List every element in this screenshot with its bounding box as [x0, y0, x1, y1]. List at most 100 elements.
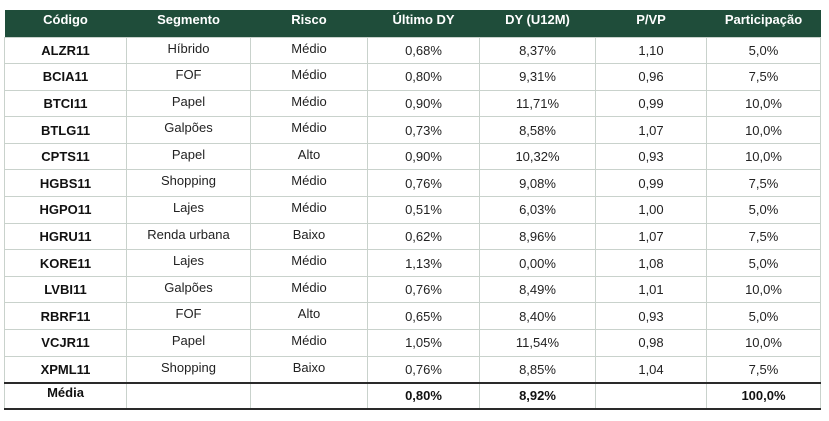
footer-segmento	[126, 381, 251, 410]
cell-risco: Alto	[250, 142, 368, 171]
cell-pvp: 1,04	[595, 355, 707, 384]
col-header-pvp: P/VP	[595, 10, 707, 37]
cell-participacao: 5,0%	[706, 196, 821, 224]
cell-codigo: CPTS11	[4, 142, 127, 171]
col-header-risco: Risco	[250, 10, 368, 37]
cell-codigo: VCJR11	[4, 329, 127, 357]
cell-ultimo-dy: 0,76%	[367, 355, 480, 384]
cell-risco: Alto	[250, 302, 368, 331]
table-row: RBRF11 FOF Alto 0,65% 8,40% 0,93 5,0%	[4, 302, 821, 331]
footer-avg-ultimo-dy: 0,80%	[367, 381, 480, 410]
cell-segmento: FOF	[126, 302, 251, 331]
footer-row: Média 0,80% 8,92% 100,0%	[4, 381, 821, 410]
cell-segmento: Shopping	[126, 169, 251, 198]
cell-risco: Médio	[250, 89, 368, 118]
table-row: VCJR11 Papel Médio 1,05% 11,54% 0,98 10,0%	[4, 329, 821, 357]
cell-participacao: 7,5%	[706, 63, 821, 91]
cell-participacao: 7,5%	[706, 222, 821, 251]
cell-dy-u12m: 8,85%	[479, 355, 596, 384]
cell-pvp: 1,01	[595, 275, 707, 304]
cell-codigo: HGPO11	[4, 196, 127, 224]
cell-pvp: 0,98	[595, 329, 707, 357]
cell-risco: Baixo	[250, 222, 368, 251]
cell-risco: Baixo	[250, 355, 368, 384]
cell-ultimo-dy: 0,65%	[367, 302, 480, 331]
cell-codigo: KORE11	[4, 249, 127, 277]
cell-participacao: 5,0%	[706, 302, 821, 331]
cell-pvp: 1,07	[595, 116, 707, 144]
table-row: BCIA11 FOF Médio 0,80% 9,31% 0,96 7,5%	[4, 63, 821, 91]
cell-segmento: Papel	[126, 89, 251, 118]
cell-codigo: XPML11	[4, 355, 127, 384]
cell-dy-u12m: 10,32%	[479, 142, 596, 171]
table-row: BTLG11 Galpões Médio 0,73% 8,58% 1,07 10,0%	[4, 116, 821, 144]
cell-dy-u12m: 9,08%	[479, 169, 596, 198]
cell-pvp: 0,93	[595, 142, 707, 171]
footer-label: Média	[4, 381, 127, 410]
table-row: HGBS11 Shopping Médio 0,76% 9,08% 0,99 7,5%	[4, 169, 821, 198]
table-row: LVBI11 Galpões Médio 0,76% 8,49% 1,01 10,0%	[4, 275, 821, 304]
cell-risco: Médio	[250, 116, 368, 144]
cell-dy-u12m: 11,71%	[479, 89, 596, 118]
cell-pvp: 0,99	[595, 89, 707, 118]
cell-segmento: Papel	[126, 329, 251, 357]
cell-pvp: 0,99	[595, 169, 707, 198]
cell-pvp: 1,10	[595, 36, 707, 65]
cell-ultimo-dy: 0,73%	[367, 116, 480, 144]
cell-risco: Médio	[250, 196, 368, 224]
cell-dy-u12m: 8,58%	[479, 116, 596, 144]
cell-pvp: 0,93	[595, 302, 707, 331]
cell-ultimo-dy: 0,51%	[367, 196, 480, 224]
cell-pvp: 1,07	[595, 222, 707, 251]
cell-dy-u12m: 9,31%	[479, 63, 596, 91]
cell-segmento: Papel	[126, 142, 251, 171]
cell-segmento: Lajes	[126, 249, 251, 277]
cell-codigo: HGRU11	[4, 222, 127, 251]
cell-ultimo-dy: 0,80%	[367, 63, 480, 91]
cell-ultimo-dy: 1,05%	[367, 329, 480, 357]
cell-dy-u12m: 11,54%	[479, 329, 596, 357]
cell-codigo: HGBS11	[4, 169, 127, 198]
cell-participacao: 10,0%	[706, 275, 821, 304]
col-header-dy-u12m: DY (U12M)	[479, 10, 596, 37]
cell-ultimo-dy: 1,13%	[367, 249, 480, 277]
col-header-participacao: Participação	[706, 10, 821, 37]
cell-codigo: BTLG11	[4, 116, 127, 144]
cell-codigo: ALZR11	[4, 36, 127, 65]
col-header-codigo: Código	[4, 10, 127, 37]
cell-codigo: BTCI11	[4, 89, 127, 118]
cell-segmento: Galpões	[126, 275, 251, 304]
fii-portfolio-table-container: Código Segmento Risco Último DY DY (U12M) P/V…	[4, 10, 821, 410]
cell-risco: Médio	[250, 36, 368, 65]
footer-pvp	[595, 381, 707, 410]
footer-total-participacao: 100,0%	[706, 381, 821, 410]
cell-dy-u12m: 0,00%	[479, 249, 596, 277]
cell-risco: Médio	[250, 249, 368, 277]
cell-ultimo-dy: 0,62%	[367, 222, 480, 251]
cell-risco: Médio	[250, 329, 368, 357]
cell-risco: Médio	[250, 275, 368, 304]
table-row: ALZR11 Híbrido Médio 0,68% 8,37% 1,10 5,0%	[4, 36, 821, 65]
cell-pvp: 1,08	[595, 249, 707, 277]
table-row: KORE11 Lajes Médio 1,13% 0,00% 1,08 5,0%	[4, 249, 821, 277]
table-row: XPML11 Shopping Baixo 0,76% 8,85% 1,04 7,5%	[4, 355, 821, 384]
cell-dy-u12m: 8,40%	[479, 302, 596, 331]
cell-ultimo-dy: 0,76%	[367, 169, 480, 198]
cell-dy-u12m: 6,03%	[479, 196, 596, 224]
table-row: CPTS11 Papel Alto 0,90% 10,32% 0,93 10,0%	[4, 142, 821, 171]
cell-segmento: FOF	[126, 63, 251, 91]
cell-segmento: Galpões	[126, 116, 251, 144]
cell-dy-u12m: 8,37%	[479, 36, 596, 65]
table-row: HGRU11 Renda urbana Baixo 0,62% 8,96% 1,07 7,5…	[4, 222, 821, 251]
cell-codigo: LVBI11	[4, 275, 127, 304]
cell-participacao: 10,0%	[706, 116, 821, 144]
cell-participacao: 10,0%	[706, 89, 821, 118]
cell-ultimo-dy: 0,90%	[367, 89, 480, 118]
cell-participacao: 5,0%	[706, 249, 821, 277]
cell-ultimo-dy: 0,68%	[367, 36, 480, 65]
cell-participacao: 10,0%	[706, 142, 821, 171]
cell-pvp: 1,00	[595, 196, 707, 224]
fii-portfolio-table: Código Segmento Risco Último DY DY (U12M) P/V…	[4, 10, 821, 410]
cell-pvp: 0,96	[595, 63, 707, 91]
cell-participacao: 7,5%	[706, 355, 821, 384]
